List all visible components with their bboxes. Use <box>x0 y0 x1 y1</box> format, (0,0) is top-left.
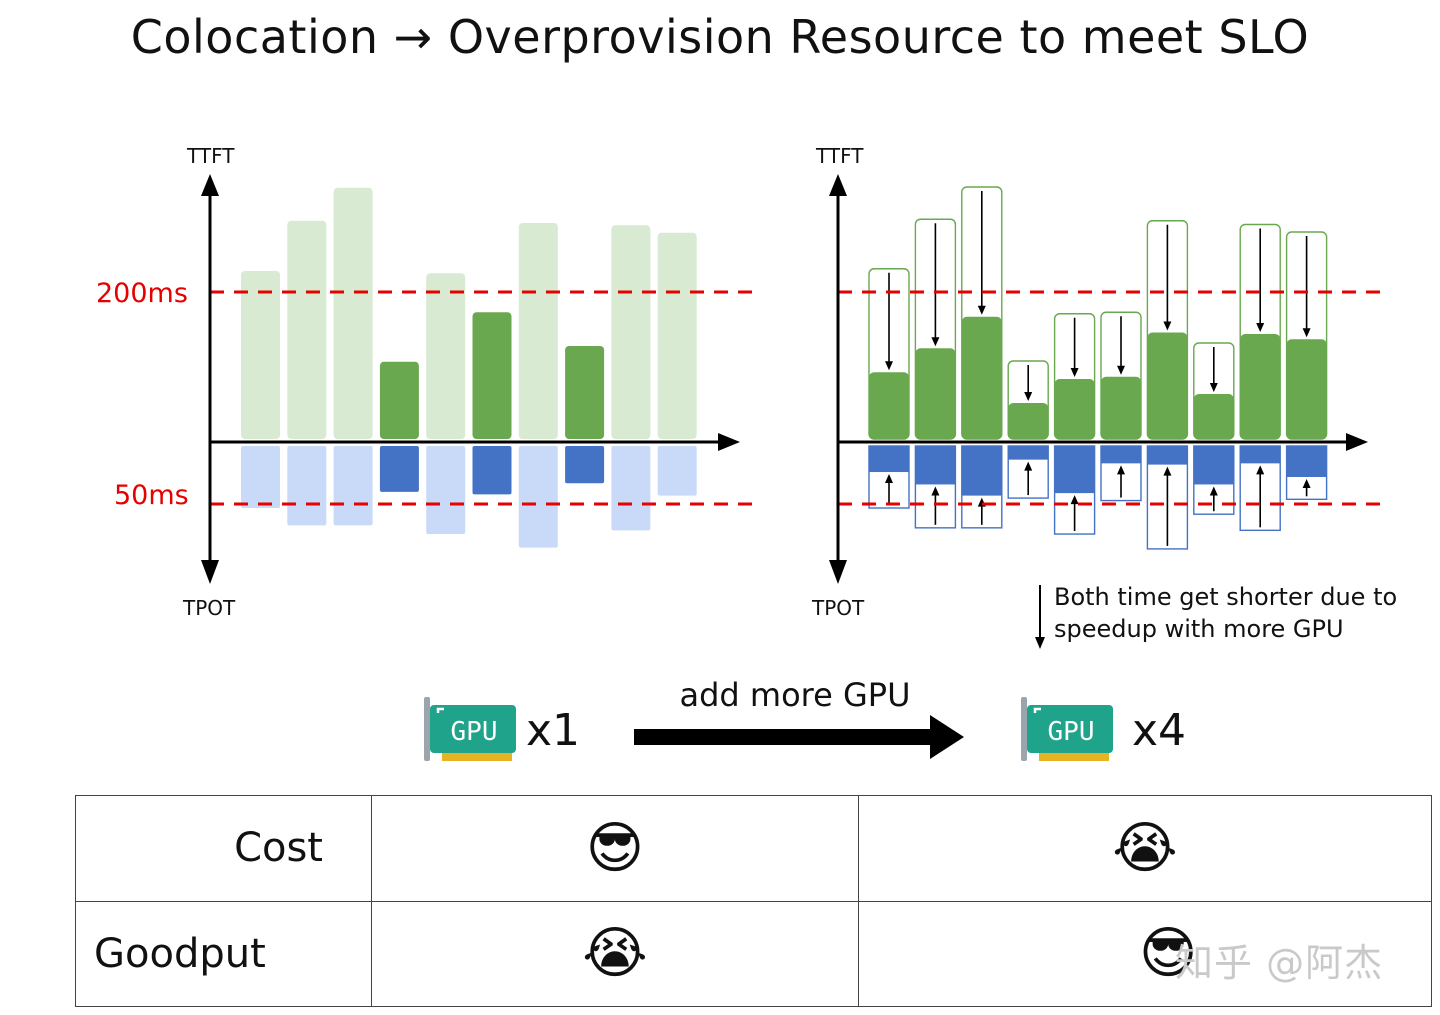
tpot-shrink-arrow-9-head <box>1256 465 1265 475</box>
tpot-shrink-arrow-2-head <box>931 486 940 496</box>
ttft-shrink-arrow-3-head <box>977 305 986 315</box>
ttft-after-bar-6 <box>1101 376 1141 439</box>
ttft-shrink-arrow-4-head <box>1024 392 1033 401</box>
tpot-shrink-arrow-4-head <box>1024 461 1033 471</box>
tpot-bar-r1 <box>241 446 280 508</box>
chart-left: TTFT TPOT 200ms 50ms <box>96 144 760 620</box>
table-row: Cost 😎 😭 <box>75 795 1432 902</box>
right-arrow-icon <box>634 715 964 759</box>
row-label-cost: Cost <box>75 795 372 902</box>
gpu-card-icon: GPU <box>1021 697 1113 761</box>
chart-right: TTFT TPOT <box>811 144 1390 620</box>
cost-x1-emoji: 😎 <box>371 795 859 902</box>
tpot-shrink-arrow-6-head <box>1117 465 1125 475</box>
tpot-after-bar-10 <box>1286 446 1327 477</box>
tpot-bar-r9 <box>611 446 651 531</box>
y-top-label: TTFT <box>186 144 235 168</box>
ttft-after-bar-2 <box>915 348 956 439</box>
ttft-shrink-arrow-6-head <box>1117 365 1125 375</box>
comparison-table: Cost 😎 😭 Goodput 😭 😎 <box>75 795 1432 1007</box>
gpu-card-icon: GPU <box>424 697 516 761</box>
tpot-bar-r5 <box>426 446 466 535</box>
gpu-count-right: x4 <box>1132 705 1187 756</box>
ttft-bar-r4 <box>379 361 419 439</box>
speedup-note-line1: Both time get shorter due to <box>1054 583 1398 611</box>
ttft-shrink-arrow-10-head <box>1302 328 1311 338</box>
ttft-bar-r7 <box>518 223 558 439</box>
ttft-after-bar-1 <box>869 372 909 439</box>
tpot-bar-r6 <box>472 446 512 495</box>
ttft-after-bar-10 <box>1286 339 1327 439</box>
row-label-goodput: Goodput <box>75 900 372 1007</box>
tpot-after-bar-3 <box>961 446 1002 496</box>
goodput-x4-emoji: 😎 <box>858 900 1432 1007</box>
slo-tpot-label: 50ms <box>114 480 189 511</box>
tpot-bar-r7 <box>518 446 558 548</box>
ttft-shrink-arrow-1-head <box>885 361 893 371</box>
ttft-bar-r10 <box>657 232 697 439</box>
ttft-bar-r9 <box>611 225 651 439</box>
tpot-shrink-arrow-5-head <box>1070 495 1079 505</box>
ttft-bar-r6 <box>472 312 512 439</box>
tpot-after-bar-5 <box>1054 446 1095 494</box>
ttft-bar-r8 <box>565 346 605 439</box>
tpot-bar-r10 <box>657 446 697 496</box>
ttft-after-bar-5 <box>1054 379 1095 439</box>
ttft-shrink-arrow-9-head <box>1256 323 1265 332</box>
gpu-chip-label: GPU <box>451 717 498 747</box>
tpot-shrink-arrow-1-head <box>885 474 893 484</box>
ttft-after-bar-3 <box>961 316 1002 439</box>
slo-ttft-label: 200ms <box>96 278 188 309</box>
speedup-note-line2: speedup with more GPU <box>1054 615 1344 643</box>
tpot-bar-r2 <box>287 446 327 526</box>
down-arrow-icon <box>1035 585 1045 649</box>
ttft-after-bar-8 <box>1193 394 1234 439</box>
ttft-after-bar-4 <box>1008 403 1049 439</box>
tpot-bar-r3 <box>333 446 373 526</box>
ttft-bar-r1 <box>241 271 280 439</box>
tpot-after-bar-9 <box>1240 446 1281 464</box>
watermark: 知乎 @阿杰 <box>1175 941 1384 985</box>
y-bottom-label-right: TPOT <box>811 596 865 620</box>
cost-x4-emoji: 😭 <box>858 795 1432 902</box>
tpot-shrink-arrow-8-head <box>1209 486 1218 496</box>
tpot-after-bar-2 <box>915 446 956 485</box>
gpu-chip-label: GPU <box>1048 717 1095 747</box>
table-row: Goodput 😭 😎 <box>75 900 1432 1007</box>
y-top-label-right: TTFT <box>815 144 864 168</box>
ttft-after-bar-7 <box>1147 332 1188 439</box>
right-bars <box>868 186 1328 550</box>
ttft-bar-r3 <box>333 187 373 439</box>
ttft-shrink-arrow-7-head <box>1163 321 1172 331</box>
y-bottom-label: TPOT <box>182 596 236 620</box>
transition-label: add more GPU <box>679 676 911 714</box>
ttft-shrink-arrow-2-head <box>931 337 940 347</box>
left-bars <box>241 187 697 548</box>
page-title: Colocation → Overprovision Resource to m… <box>130 10 1310 64</box>
row-label-text: Cost <box>234 825 323 872</box>
tpot-after-bar-4 <box>1008 446 1049 460</box>
ttft-after-bar-9 <box>1240 334 1281 439</box>
ttft-bar-r5 <box>426 273 466 439</box>
ttft-shrink-arrow-8-head <box>1209 383 1218 392</box>
tpot-bar-r4 <box>379 446 419 492</box>
goodput-x1-emoji: 😭 <box>371 900 859 1007</box>
gpu-count-left: x1 <box>526 705 581 756</box>
ttft-shrink-arrow-5-head <box>1070 368 1079 377</box>
tpot-shrink-arrow-10-head <box>1302 479 1311 488</box>
tpot-after-bar-8 <box>1193 446 1234 485</box>
tpot-after-bar-1 <box>869 446 909 473</box>
tpot-bar-r8 <box>565 446 605 484</box>
tpot-after-bar-6 <box>1101 446 1141 464</box>
tpot-after-bar-7 <box>1147 446 1188 465</box>
row-label-text: Goodput <box>94 930 266 977</box>
tpot-shrink-arrow-7-head <box>1163 466 1172 476</box>
ttft-bar-r2 <box>287 220 327 439</box>
speedup-note: Both time get shorter due to speedup wit… <box>1054 581 1397 645</box>
